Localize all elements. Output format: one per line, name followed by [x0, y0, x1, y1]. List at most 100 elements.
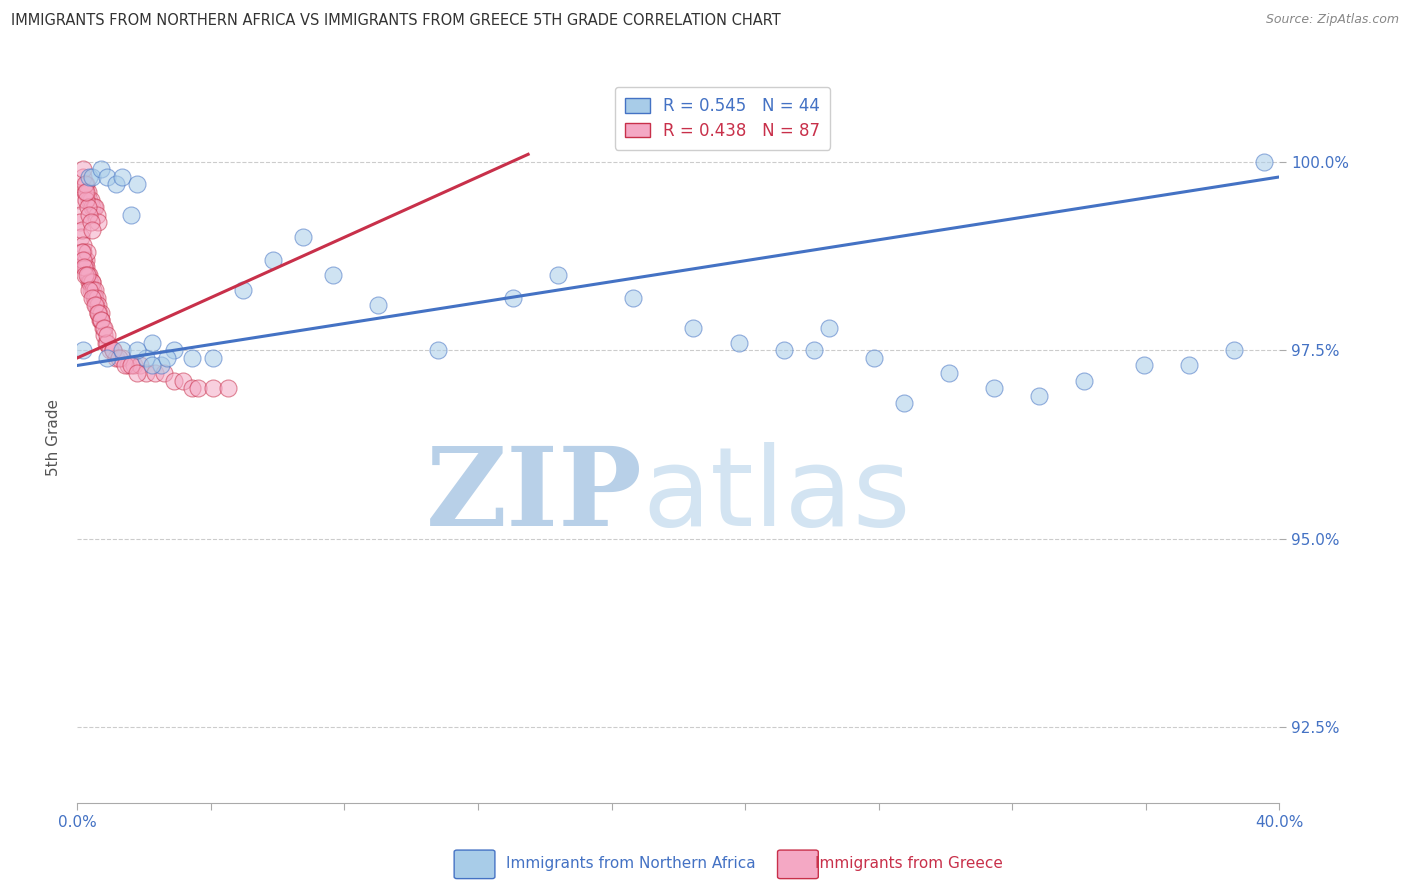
Point — [893, 396, 915, 410]
Point — [1178, 359, 1201, 373]
Point — [96, 328, 118, 343]
Point — [79, 276, 101, 290]
Point — [76, 185, 98, 199]
Point — [96, 351, 118, 365]
Point — [124, 359, 146, 373]
Point — [70, 223, 93, 237]
Point — [86, 208, 108, 222]
Point — [172, 374, 194, 388]
Point — [75, 268, 97, 282]
Point — [1133, 359, 1156, 373]
Point — [93, 320, 115, 334]
Point — [82, 276, 104, 290]
Point — [127, 343, 149, 358]
Point — [80, 276, 103, 290]
Legend: R = 0.545   N = 44, R = 0.438   N = 87: R = 0.545 N = 44, R = 0.438 N = 87 — [614, 87, 830, 150]
Point — [96, 169, 118, 184]
Point — [82, 223, 104, 237]
Point — [69, 215, 91, 229]
Point — [87, 215, 110, 229]
Point — [91, 320, 114, 334]
Point — [76, 200, 98, 214]
Point — [162, 343, 184, 358]
Point — [79, 193, 101, 207]
Point — [79, 283, 101, 297]
Point — [82, 291, 104, 305]
Point — [73, 260, 96, 275]
Point — [87, 306, 110, 320]
Point — [72, 245, 94, 260]
Point — [87, 306, 110, 320]
Point — [127, 366, 149, 380]
Point — [938, 366, 960, 380]
Point — [67, 193, 90, 207]
Point — [100, 343, 122, 358]
Point — [83, 200, 105, 214]
Point — [82, 283, 104, 297]
Point — [141, 335, 163, 350]
Point — [1028, 389, 1050, 403]
Point — [75, 193, 97, 207]
Point — [87, 298, 110, 312]
Point — [111, 351, 134, 365]
Point — [72, 343, 94, 358]
Point — [772, 343, 794, 358]
Point — [80, 193, 103, 207]
Point — [187, 381, 209, 395]
Point — [111, 343, 134, 358]
Point — [73, 178, 96, 192]
Point — [76, 245, 98, 260]
Text: ZIP: ZIP — [426, 442, 643, 549]
Point — [502, 291, 524, 305]
Point — [72, 162, 94, 177]
Point — [983, 381, 1005, 395]
Point — [72, 252, 94, 267]
Point — [84, 200, 107, 214]
Text: Source: ZipAtlas.com: Source: ZipAtlas.com — [1265, 13, 1399, 27]
Point — [90, 162, 112, 177]
Text: IMMIGRANTS FROM NORTHERN AFRICA VS IMMIGRANTS FROM GREECE 5TH GRADE CORRELATION : IMMIGRANTS FROM NORTHERN AFRICA VS IMMIG… — [11, 13, 780, 29]
Point — [103, 343, 125, 358]
Point — [201, 381, 224, 395]
Point — [682, 320, 704, 334]
Point — [83, 283, 105, 297]
Point — [162, 374, 184, 388]
Point — [180, 381, 202, 395]
Y-axis label: 5th Grade: 5th Grade — [46, 399, 62, 475]
Point — [79, 169, 101, 184]
Text: Immigrants from Northern Africa: Immigrants from Northern Africa — [506, 856, 756, 871]
Point — [89, 313, 111, 327]
Point — [108, 351, 131, 365]
Point — [129, 359, 152, 373]
Point — [367, 298, 389, 312]
Point — [75, 260, 97, 275]
Point — [75, 252, 97, 267]
Point — [89, 306, 111, 320]
Point — [156, 351, 179, 365]
Point — [83, 291, 105, 305]
Point — [73, 260, 96, 275]
Point — [201, 351, 224, 365]
Point — [135, 351, 157, 365]
Point — [80, 215, 103, 229]
Point — [73, 185, 96, 199]
Point — [1253, 154, 1275, 169]
Point — [73, 252, 96, 267]
Point — [75, 185, 97, 199]
Point — [76, 268, 98, 282]
Point — [153, 366, 176, 380]
Point — [93, 328, 115, 343]
Point — [76, 268, 98, 282]
Point — [150, 359, 173, 373]
Point — [427, 343, 450, 358]
Point — [803, 343, 825, 358]
Point — [180, 351, 202, 365]
Point — [90, 313, 112, 327]
Point — [79, 208, 101, 222]
Point — [120, 359, 142, 373]
Point — [72, 237, 94, 252]
Point — [120, 208, 142, 222]
Point — [69, 208, 91, 222]
Point — [1073, 374, 1095, 388]
Text: atlas: atlas — [643, 442, 911, 549]
